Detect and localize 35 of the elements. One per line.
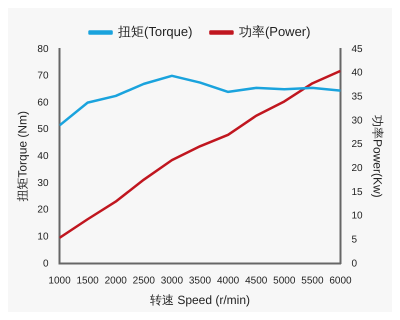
y-tick-label: 70: [37, 70, 49, 82]
x-tick-label: 4000: [216, 275, 240, 286]
x-tick-label: 5500: [301, 275, 324, 286]
x-axis-title: 转速 Speed (r/min): [150, 293, 250, 308]
y-tick-label: 80: [37, 44, 49, 55]
y2-tick-label: 20: [351, 162, 364, 174]
y2-tick-label: 35: [351, 91, 364, 102]
x-tick-label: 3500: [188, 275, 212, 286]
legend-label: 功率(Power): [238, 24, 310, 40]
x-tick-label: 3000: [160, 275, 184, 286]
y2-tick-label: 5: [351, 234, 358, 246]
y2-tick-label: 30: [351, 115, 364, 126]
y-tick-label: 40: [37, 151, 49, 162]
y-tick-label: 20: [37, 204, 49, 216]
y2-tick-label: 10: [351, 210, 364, 222]
y2-axis-title: 功率Power(Kw): [370, 114, 384, 198]
y-tick-label: 60: [37, 97, 49, 108]
y2-tick-label: 15: [351, 186, 364, 198]
x-tick-label: 1500: [76, 275, 100, 286]
x-tick-label: 2500: [132, 275, 156, 286]
x-tick-label: 1000: [48, 275, 72, 286]
x-tick-label: 2000: [104, 275, 128, 286]
x-tick-label: 4500: [245, 275, 268, 286]
x-tick-label: 6000: [329, 275, 352, 286]
y-tick-label: 0: [42, 258, 49, 270]
y-tick-label: 10: [37, 232, 49, 243]
y-tick-label: 30: [37, 178, 49, 189]
y2-tick-label: 25: [351, 139, 364, 150]
x-tick-label: 5000: [273, 275, 296, 286]
y2-tick-label: 0: [351, 258, 358, 270]
y-tick-label: 50: [37, 124, 49, 136]
y2-tick-label: 45: [351, 44, 364, 55]
y2-tick-label: 40: [351, 68, 364, 79]
legend-label: 扭矩(Torque): [118, 24, 192, 40]
y-axis-title: 扭矩Torque (Nm): [16, 110, 30, 202]
